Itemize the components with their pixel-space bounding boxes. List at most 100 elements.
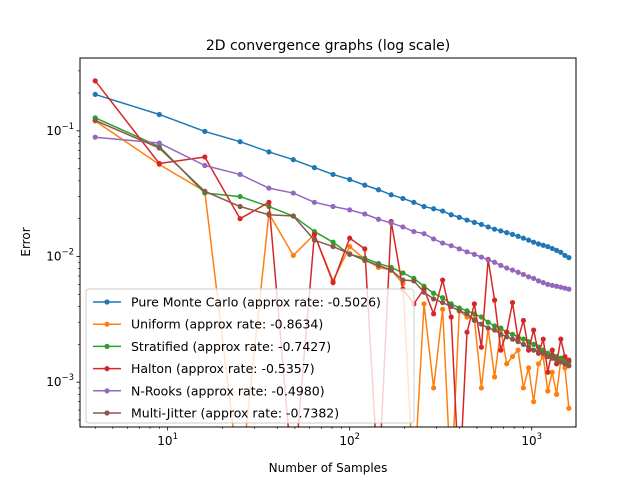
data-point (549, 347, 555, 353)
legend-entry: Stratified (approx rate: -0.7427) (93, 339, 331, 354)
data-point (471, 317, 477, 324)
data-point (311, 231, 318, 237)
data-point (431, 290, 437, 296)
data-point (330, 171, 336, 178)
data-point (478, 321, 485, 327)
data-point (531, 275, 537, 281)
data-point (509, 299, 516, 306)
data-point (266, 185, 272, 191)
data-point (478, 254, 485, 260)
data-point (156, 111, 162, 118)
data-point (558, 249, 564, 255)
data-point (290, 252, 296, 259)
legend-entry: Multi-Jitter (approx rate: -0.7382) (93, 406, 339, 421)
data-point (558, 359, 564, 365)
data-point (156, 160, 162, 167)
data-point (400, 195, 406, 202)
legend-swatch-marker (104, 366, 110, 372)
data-point (156, 145, 162, 151)
data-point (553, 357, 560, 363)
data-point (237, 216, 243, 222)
data-point (431, 385, 437, 391)
data-point (290, 213, 296, 219)
chart-title: 2D convergence graphs (log scale) (206, 38, 450, 54)
data-point (515, 233, 521, 239)
data-point (545, 369, 551, 375)
data-point (553, 247, 560, 253)
series-5 (92, 117, 572, 369)
data-point (92, 134, 98, 140)
data-point (266, 212, 272, 218)
data-point (566, 363, 572, 369)
data-point (504, 265, 510, 271)
data-point (471, 301, 477, 307)
data-point (562, 353, 568, 360)
data-point (531, 327, 537, 333)
data-point (520, 317, 527, 324)
data-point (498, 331, 504, 338)
legend: Pure Monte Carlo (approx rate: -0.5026) U… (85, 288, 415, 424)
data-point (549, 355, 555, 361)
data-point (520, 341, 527, 347)
data-point (375, 216, 382, 222)
data-point (485, 257, 491, 263)
legend-entry: Uniform (approx rate: -0.8634) (93, 317, 323, 332)
data-point (156, 140, 162, 146)
series-layer (92, 78, 572, 427)
data-point (456, 246, 462, 252)
data-point (545, 281, 551, 288)
data-point (491, 327, 498, 333)
y-tick-label: 10−2 (46, 248, 74, 264)
data-point (456, 214, 462, 220)
data-point (411, 199, 417, 205)
legend-swatch-marker (104, 299, 110, 305)
data-point (535, 361, 542, 367)
legend-entry: Pure Monte Carlo (approx rate: -0.5026) (93, 295, 381, 310)
data-point (520, 235, 527, 241)
data-point (421, 203, 427, 210)
data-point (400, 277, 406, 283)
y-tick-label: 10−3 (46, 373, 74, 389)
data-point (464, 217, 470, 223)
data-point (471, 219, 477, 225)
data-point (526, 365, 532, 371)
data-point (566, 357, 572, 363)
data-point (431, 236, 437, 242)
data-point (558, 355, 564, 361)
axes-layer: 101 102 103 10−3 10−2 10−1 (46, 70, 542, 448)
data-point (92, 91, 98, 98)
data-point (515, 269, 521, 275)
data-point (347, 176, 353, 183)
x-tick-label: 101 (157, 432, 178, 448)
data-point (520, 271, 527, 278)
data-point (509, 331, 516, 338)
series-3 (92, 78, 572, 427)
y-axis-label: Error (19, 227, 33, 256)
data-point (498, 347, 504, 353)
data-point (421, 301, 427, 307)
data-point (504, 230, 510, 236)
legend-label: Multi-Jitter (approx rate: -0.7382) (131, 406, 339, 421)
data-point (266, 199, 272, 205)
data-point (431, 311, 437, 317)
data-point (478, 221, 485, 228)
legend-swatch-marker (104, 410, 110, 416)
data-point (202, 162, 208, 169)
data-point (485, 325, 491, 331)
data-point (411, 278, 417, 284)
data-point (448, 303, 454, 310)
data-point (509, 231, 516, 237)
data-point (330, 280, 336, 286)
data-point (566, 286, 572, 292)
data-point (362, 211, 368, 217)
data-point (491, 297, 498, 303)
data-point (531, 347, 537, 353)
data-point (464, 311, 470, 317)
data-point (471, 251, 477, 257)
data-point (448, 212, 454, 218)
data-point (362, 246, 368, 252)
data-point (440, 208, 446, 214)
data-point (498, 325, 504, 331)
data-point (347, 251, 353, 257)
data-point (491, 259, 498, 265)
